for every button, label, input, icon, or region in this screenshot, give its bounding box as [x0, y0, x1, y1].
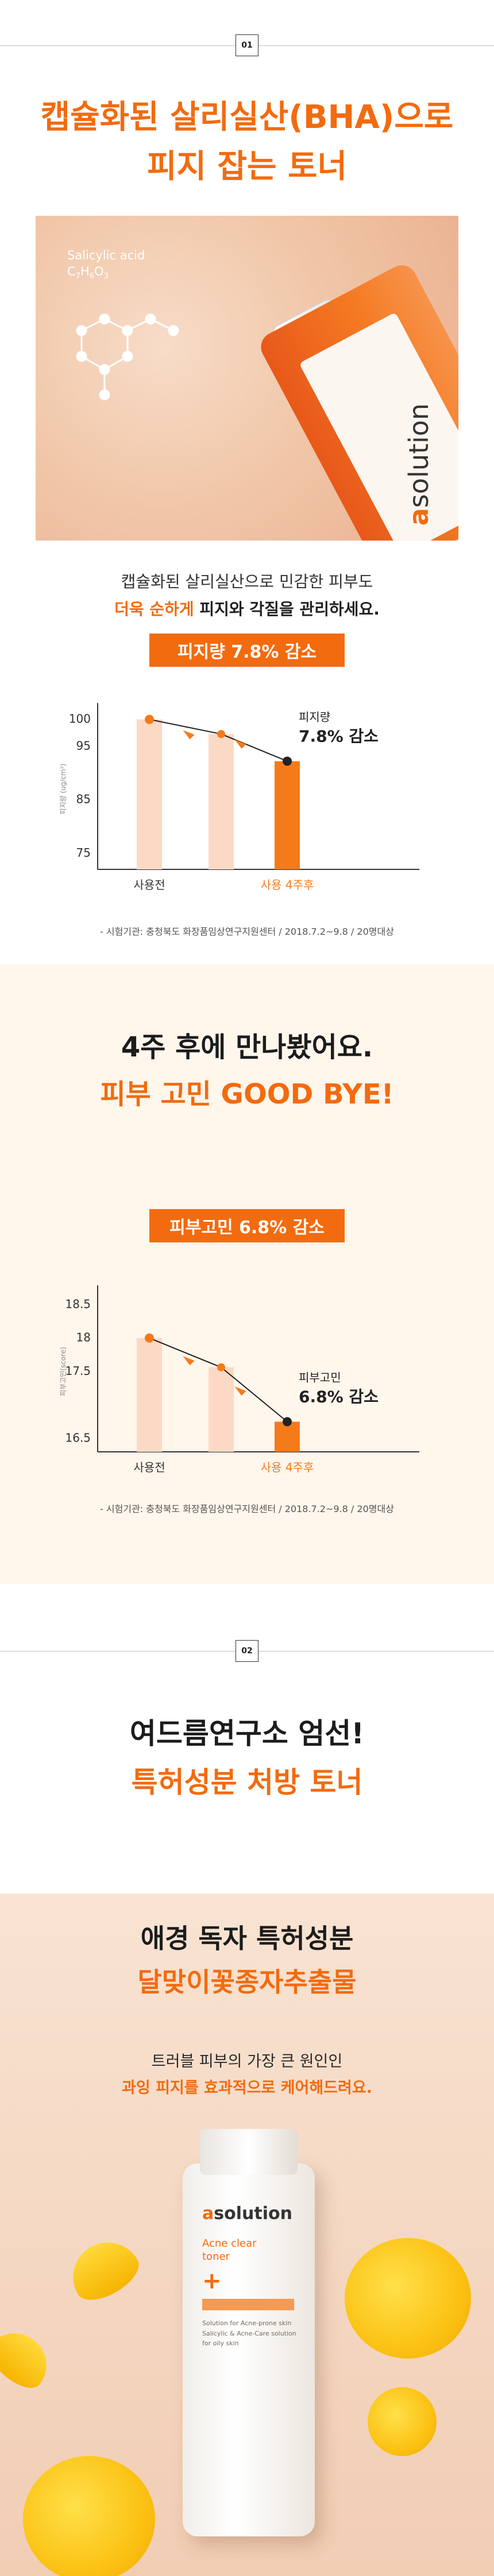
x-tick-label: 사용 4주후 [261, 878, 314, 892]
trend-arrow-icon [234, 739, 246, 749]
section4-subtext: 트러블 피부의 가장 큰 원인인 과잉 피지를 효과적으로 케어해드려요. [0, 2049, 494, 2101]
section1-headline: 캡슐화된 살리실산(BHA)으로 피지 잡는 토너 [0, 98, 494, 187]
bar-before [137, 719, 162, 869]
description-line-2: 더욱 순하게 피지와 각질을 관리하세요. [114, 599, 380, 619]
point-midpoint [217, 730, 225, 739]
point-before [145, 1333, 154, 1343]
bar-after [275, 1421, 300, 1452]
section-skin-concern: 4주 후에 만나봤어요. 피부 고민 GOOD BYE! 피부고민 6.8% 감… [0, 964, 494, 1584]
step-marker-01: 01 [0, 29, 494, 62]
bar-midpoint [209, 734, 234, 869]
molecule-icon [76, 313, 179, 401]
evening-primrose-flower [368, 2387, 437, 2456]
headline-line-1: 4주 후에 만나봤어요. [121, 1031, 373, 1063]
y-tick-label: 18 [76, 1331, 91, 1345]
formula-name: Salicylic acid [67, 248, 145, 262]
point-after [283, 1417, 292, 1427]
y-tick-label: 16.5 [65, 1431, 91, 1445]
bar-midpoint [209, 1367, 234, 1452]
annotation-value: 7.8% 감소 [299, 726, 379, 745]
sebum-chart: 피지량 (ug/cm²) 100 95 85 75 사용전 사용 4주후 피지량 7.8% 감소 [57, 686, 460, 904]
headline-line-1: 애경 독자 특허성분 [140, 1923, 354, 1954]
headline-line-1: 여드름연구소 엄선! [129, 1717, 365, 1750]
bar-before [137, 1338, 162, 1452]
step-marker-02: 02 [0, 1634, 494, 1668]
y-tick-label: 75 [76, 846, 91, 860]
annotation-label: 피부고민 [299, 1371, 341, 1385]
concern-reduction-badge: 피부고민 6.8% 감소 [149, 1209, 345, 1242]
bottle-cap [200, 2129, 298, 2175]
subtext-line-2: 과잉 피지를 효과적으로 케어해드려요. [122, 2078, 372, 2097]
headline-line-2: 달맞이꽃종자추출물 [137, 1966, 357, 1998]
x-tick-label: 사용전 [133, 1460, 165, 1474]
flower-petal [60, 2230, 146, 2309]
plus-icon: + [202, 2268, 222, 2294]
formula-text: C7H6O3 [67, 265, 109, 281]
y-tick-label: 18.5 [65, 1297, 91, 1311]
annotation-label: 피지량 [299, 710, 330, 724]
trend-arrow-icon [234, 1386, 246, 1396]
section4-headline: 애경 독자 특허성분 달맞이꽃종자추출물 [0, 1922, 494, 1999]
y-tick-label: 85 [76, 792, 91, 806]
source-note: - 시험기관: 충청북도 화장품임상연구지원센터 / 2018.7.2~9.8 … [100, 1503, 394, 1514]
product-brand: asolution [202, 2204, 292, 2224]
bottle-brand-text: asolution [403, 403, 434, 526]
section3-headline: 여드름연구소 엄선! 특허성분 처방 토너 [0, 1716, 494, 1800]
y-tick-label: 17.5 [65, 1364, 91, 1378]
y-tick-label: 95 [76, 739, 91, 752]
acne-clear-toner-bottle: asolution Acne clear toner + Solution for… [183, 2129, 315, 2536]
concern-chart: 피부고민(score) 18.5 18 17.5 16.5 사용전 사용 4주후 피부고민 6.… [57, 1268, 460, 1486]
y-axis-label: 피부고민(score) [59, 1347, 67, 1396]
section1-description: 캡슐화된 살리실산으로 민감한 피부도 더욱 순하게 피지와 각질을 관리하세요… [0, 568, 494, 623]
x-tick-label: 사용전 [133, 878, 165, 892]
bar-after [275, 761, 300, 869]
x-tick-label: 사용 4주후 [261, 1460, 314, 1474]
sebum-reduction-badge: 피지량 7.8% 감소 [149, 634, 345, 667]
headline-line-2: 피지 잡는 토너 [146, 148, 348, 185]
formula-label: Salicylic acid C7H6O3 [67, 247, 145, 282]
point-midpoint [217, 1363, 225, 1371]
y-axis-label: 피지량 (ug/cm²) [59, 764, 67, 815]
concern-chart-svg: 피부고민(score) 18.5 18 17.5 16.5 사용전 사용 4주후 피부고민 6.… [59, 1285, 419, 1474]
section-evening-primrose: 애경 독자 특허성분 달맞이꽃종자추출물 트러블 피부의 가장 큰 원인인 과잉… [0, 1894, 494, 2576]
trend-arrow-icon [183, 1356, 195, 1366]
subtext-line-1: 트러블 피부의 가장 큰 원인인 [151, 2053, 343, 2070]
annotation-value: 6.8% 감소 [299, 1388, 379, 1406]
section-patent-toner: 02 여드름연구소 엄선! 특허성분 처방 토너 [0, 1584, 494, 1894]
step-number: 01 [236, 34, 258, 56]
headline-line-2: 피부 고민 GOOD BYE! [100, 1078, 394, 1110]
point-before [145, 714, 154, 724]
flower-petal [0, 2321, 59, 2396]
y-tick-label: 100 [69, 712, 91, 726]
trend-arrow-icon [183, 730, 195, 740]
bottle-label [299, 312, 458, 541]
evening-primrose-flower [345, 2238, 471, 2359]
evening-primrose-flower [23, 2456, 155, 2576]
point-after [283, 756, 292, 766]
hero-product-image: Salicylic acid C7H6O3 asoluti [36, 216, 458, 541]
sebum-chart-svg: 피지량 (ug/cm²) 100 95 85 75 사용전 사용 4주후 피지량 7.8% 감소 [59, 703, 419, 892]
section-sebum-toner: 01 캡슐화된 살리실산(BHA)으로 피지 잡는 토너 Salicylic a… [0, 0, 494, 964]
headline-line-1: 캡슐화된 살리실산(BHA)으로 [40, 99, 454, 136]
section2-headline: 4주 후에 만나봤어요. 피부 고민 GOOD BYE! [0, 1030, 494, 1112]
product-fineprint: Solution for Acne-prone skin Salicylic &… [202, 2319, 296, 2348]
headline-line-2: 특허성분 처방 토너 [131, 1765, 363, 1799]
source-note: - 시험기관: 충청북도 화장품임상연구지원센터 / 2018.7.2~9.8 … [100, 926, 394, 937]
description-line-1: 캡슐화된 살리실산으로 민감한 피부도 [121, 572, 373, 591]
step-number: 02 [236, 1640, 258, 1662]
product-label-bar [202, 2299, 294, 2310]
product-title: Acne clear toner [202, 2237, 257, 2263]
